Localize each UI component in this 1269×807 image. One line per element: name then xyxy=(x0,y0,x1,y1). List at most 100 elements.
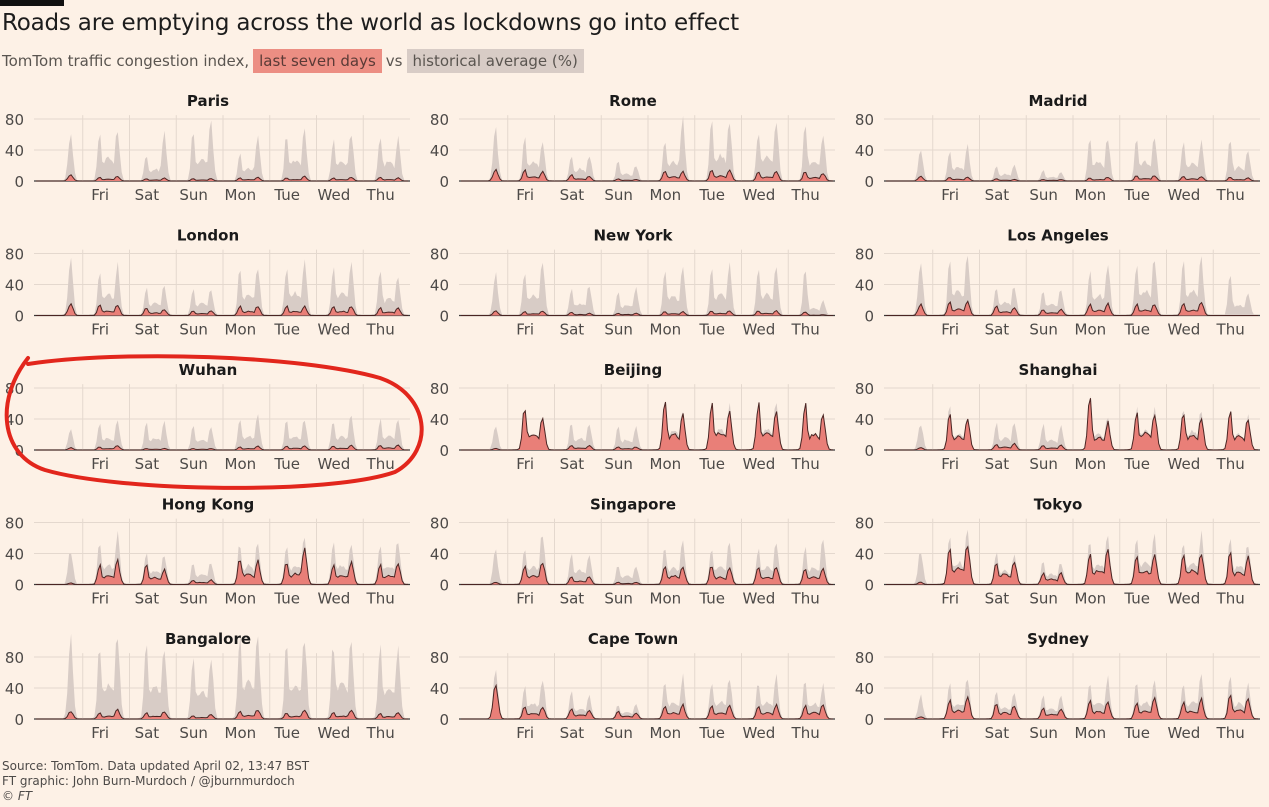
day-label-sun: Sun xyxy=(604,321,633,339)
ytick-label: 80 xyxy=(430,649,449,667)
ytick-label: 0 xyxy=(864,173,874,191)
day-label-sat: Sat xyxy=(135,455,160,473)
day-label-wed: Wed xyxy=(1168,590,1201,608)
footer-credit: FT graphic: John Burn-Murdoch / @jburnmu… xyxy=(2,774,295,788)
day-label-sat: Sat xyxy=(985,186,1010,204)
ytick-label: 40 xyxy=(5,411,24,429)
day-label-sun: Sun xyxy=(1029,724,1058,742)
recent-area xyxy=(461,685,834,719)
day-label-mon: Mon xyxy=(225,590,257,608)
day-label-sat: Sat xyxy=(985,590,1010,608)
ytick-label: 80 xyxy=(5,649,24,667)
day-label-thu: Thu xyxy=(366,590,395,608)
day-label-mon: Mon xyxy=(225,724,257,742)
panel-title: London xyxy=(177,227,239,245)
ytick-label: 0 xyxy=(14,442,24,460)
historical-area xyxy=(461,536,834,585)
day-label-fri: Fri xyxy=(941,724,959,742)
historical-area xyxy=(461,262,834,316)
day-label-mon: Mon xyxy=(650,590,682,608)
ytick-label: 80 xyxy=(430,515,449,533)
recent-line xyxy=(461,168,834,182)
ytick-label: 40 xyxy=(5,277,24,295)
day-label-wed: Wed xyxy=(743,724,776,742)
recent-area xyxy=(36,709,409,719)
panel-sydney: 0 40 80 Sydney Fri Sat Sun Mon Tue Wed Thu xyxy=(855,630,1260,742)
day-label-fri: Fri xyxy=(941,590,959,608)
ytick-label: 40 xyxy=(5,680,24,698)
day-label-sun: Sun xyxy=(1029,590,1058,608)
day-label-wed: Wed xyxy=(318,321,351,339)
day-label-wed: Wed xyxy=(743,186,776,204)
panel-beijing: 0 40 80 Beijing Fri Sat Sun Mon Tue Wed Thu xyxy=(430,361,835,473)
ytick-label: 80 xyxy=(5,246,24,264)
panel-title: New York xyxy=(594,227,674,245)
day-label-sat: Sat xyxy=(560,455,585,473)
day-label-tue: Tue xyxy=(698,724,725,742)
day-label-tue: Tue xyxy=(273,590,300,608)
ytick-label: 40 xyxy=(430,142,449,160)
day-label-thu: Thu xyxy=(1216,724,1245,742)
day-label-sun: Sun xyxy=(1029,321,1058,339)
panel-cape-town: 0 40 80 Cape Town Fri Sat Sun Mon Tue Wed Thu xyxy=(430,630,835,742)
ytick-label: 40 xyxy=(855,680,874,698)
day-label-thu: Thu xyxy=(791,321,820,339)
day-label-fri: Fri xyxy=(516,321,534,339)
panel-shanghai: 0 40 80 Shanghai Fri Sat Sun Mon Tue Wed Thu xyxy=(855,361,1260,473)
ytick-label: 0 xyxy=(864,711,874,729)
day-label-mon: Mon xyxy=(1075,321,1107,339)
day-label-tue: Tue xyxy=(1123,724,1150,742)
day-label-tue: Tue xyxy=(698,186,725,204)
day-label-wed: Wed xyxy=(743,455,776,473)
day-label-thu: Thu xyxy=(791,590,820,608)
day-label-fri: Fri xyxy=(941,321,959,339)
ytick-label: 80 xyxy=(855,515,874,533)
ytick-label: 40 xyxy=(430,277,449,295)
ytick-label: 0 xyxy=(439,442,449,460)
ytick-label: 80 xyxy=(5,380,24,398)
ytick-label: 0 xyxy=(864,442,874,460)
day-label-sat: Sat xyxy=(560,590,585,608)
ytick-label: 0 xyxy=(439,577,449,595)
ytick-label: 80 xyxy=(5,515,24,533)
day-label-mon: Mon xyxy=(225,186,257,204)
ytick-label: 0 xyxy=(864,308,874,326)
panel-title: Beijing xyxy=(604,361,662,379)
day-label-sat: Sat xyxy=(560,186,585,204)
panel-title: Singapore xyxy=(590,496,676,514)
recent-area xyxy=(461,563,834,585)
day-label-sat: Sat xyxy=(985,455,1010,473)
day-label-tue: Tue xyxy=(698,321,725,339)
ytick-label: 80 xyxy=(430,111,449,129)
ytick-label: 80 xyxy=(855,380,874,398)
day-label-fri: Fri xyxy=(516,590,534,608)
day-label-tue: Tue xyxy=(273,455,300,473)
recent-line xyxy=(886,175,1259,182)
day-label-wed: Wed xyxy=(318,724,351,742)
legend-recent: last seven days xyxy=(253,49,382,73)
recent-area xyxy=(461,169,834,181)
day-label-thu: Thu xyxy=(366,186,395,204)
day-label-fri: Fri xyxy=(516,186,534,204)
panel-wuhan: 0 40 80 Wuhan Fri Sat Sun Mon Tue Wed Thu xyxy=(5,361,410,473)
historical-area xyxy=(461,115,834,181)
recent-line xyxy=(461,683,834,720)
panel-new-york: 0 40 80 New York Fri Sat Sun Mon Tue Wed Thu xyxy=(430,227,835,339)
ytick-label: 40 xyxy=(430,680,449,698)
day-label-thu: Thu xyxy=(791,455,820,473)
small-multiples-chart: 0 40 80 Paris Fri Sat Sun Mon Tue Wed Thu 0 40 80 Rome… xyxy=(5,92,1260,742)
historical-area xyxy=(886,674,1259,719)
day-label-fri: Fri xyxy=(91,321,109,339)
day-label-sun: Sun xyxy=(179,321,208,339)
recent-area xyxy=(886,398,1259,450)
ytick-label: 0 xyxy=(14,173,24,191)
recent-line xyxy=(886,694,1259,720)
panel-rome: 0 40 80 Rome Fri Sat Sun Mon Tue Wed Thu xyxy=(430,92,835,204)
ytick-label: 80 xyxy=(430,380,449,398)
day-label-sat: Sat xyxy=(985,724,1010,742)
day-label-sun: Sun xyxy=(604,724,633,742)
day-label-tue: Tue xyxy=(698,455,725,473)
footer-copyright: © FT xyxy=(2,789,33,803)
day-label-fri: Fri xyxy=(91,455,109,473)
day-label-tue: Tue xyxy=(273,321,300,339)
